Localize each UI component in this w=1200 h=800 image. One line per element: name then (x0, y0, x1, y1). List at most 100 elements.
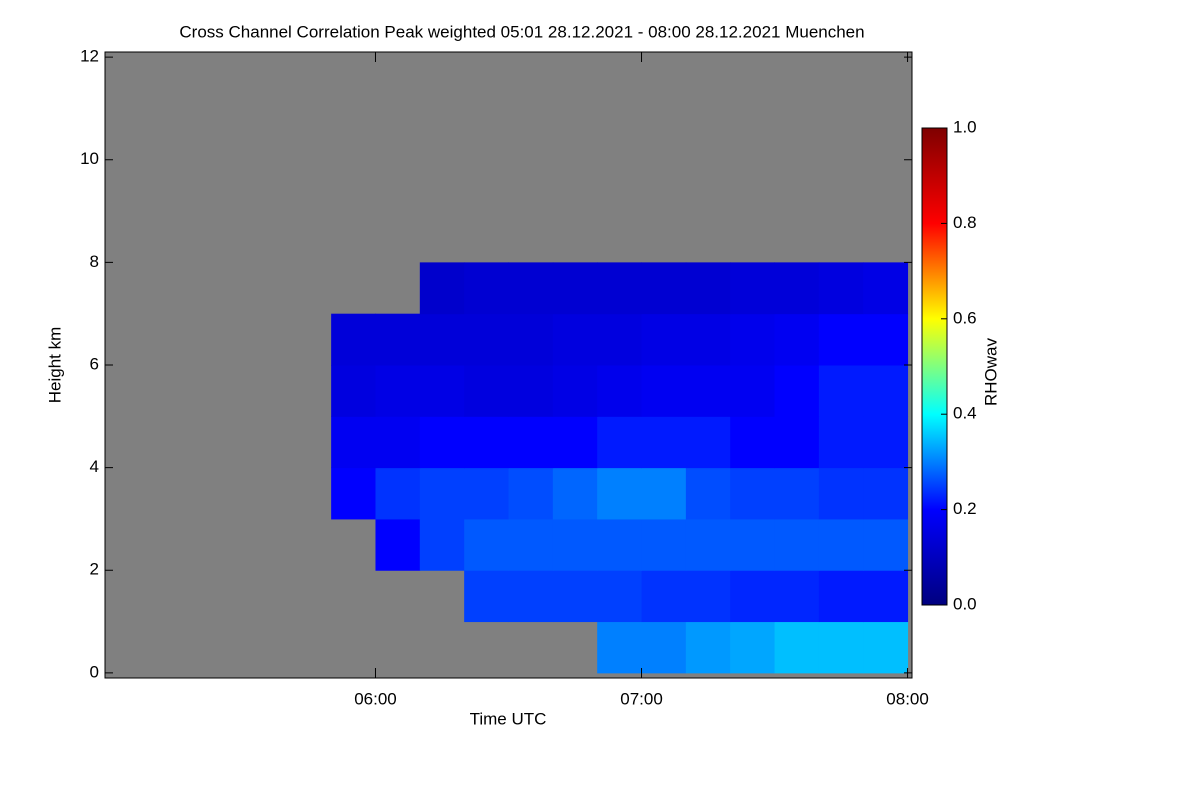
heatmap-cell (641, 518, 687, 571)
heatmap-cell (597, 570, 643, 623)
heatmap-cell (730, 621, 776, 674)
heatmap-cell (774, 416, 820, 469)
heatmap-cell (641, 262, 687, 315)
heatmap-cell (552, 570, 598, 623)
heatmap-cell (774, 621, 820, 674)
heatmap-cell (464, 262, 509, 315)
colorbar-tick-label: 0.0 (953, 594, 977, 613)
heatmap-cell (730, 518, 776, 571)
heatmap-cell (464, 570, 509, 623)
heatmap-cell (863, 467, 909, 520)
heatmap-cell (685, 365, 731, 417)
heatmap-cell (774, 570, 820, 623)
heatmap-cell (375, 313, 421, 366)
heatmap-cell (508, 467, 554, 520)
y-tick-label: 6 (90, 354, 99, 373)
colorbar-tick-label: 0.4 (953, 404, 977, 423)
heatmap-cell (508, 313, 554, 366)
heatmap-cell (419, 416, 465, 469)
heatmap-cell (818, 570, 864, 623)
heatmap-cell (641, 570, 687, 623)
y-tick-label: 4 (90, 457, 99, 476)
heatmap-cell (597, 518, 643, 571)
heatmap-cell (508, 262, 554, 315)
heatmap-cell (597, 365, 643, 417)
y-tick-label: 8 (90, 252, 99, 271)
y-tick-label: 12 (80, 47, 99, 66)
heatmap-cell (597, 467, 643, 520)
heatmap-cell (641, 365, 687, 417)
heatmap-cell (597, 416, 643, 469)
x-tick-label: 08:00 (886, 689, 929, 708)
heatmap-cell (375, 518, 421, 571)
heatmap-cell (597, 621, 643, 674)
y-tick-label: 10 (80, 149, 99, 168)
heatmap-cell (685, 313, 731, 366)
heatmap-cell (375, 365, 421, 417)
heatmap-cell (818, 262, 864, 315)
heatmap-cell (464, 518, 509, 571)
heatmap-cell (774, 313, 820, 366)
heatmap-cell (464, 416, 509, 469)
heatmap-cell (730, 262, 776, 315)
heatmap-cell (863, 570, 909, 623)
heatmap-cell (375, 416, 421, 469)
heatmap-cell (730, 313, 776, 366)
heatmap-cell (685, 467, 731, 520)
heatmap-cell (863, 365, 909, 417)
heatmap-cell (730, 570, 776, 623)
heatmap-cell (419, 262, 465, 315)
heatmap-cell (597, 313, 643, 366)
heatmap-cell (818, 467, 864, 520)
heatmap-cell (818, 416, 864, 469)
heatmap-cell (685, 262, 731, 315)
heatmap-cell (331, 365, 376, 417)
heatmap-cell (730, 416, 776, 469)
heatmap-cell (774, 518, 820, 571)
heatmap-cell (552, 365, 598, 417)
x-axis-label: Time UTC (470, 709, 547, 728)
heatmap-cell (597, 262, 643, 315)
colorbar-tick-label: 0.2 (953, 499, 977, 518)
colorbar-tick-label: 0.8 (953, 213, 977, 232)
heatmap-cell (419, 467, 465, 520)
y-tick-label: 2 (90, 560, 99, 579)
heatmap-cell (331, 313, 376, 366)
heatmap-cell (641, 621, 687, 674)
heatmap-cell (464, 365, 509, 417)
heatmap-cell (508, 570, 554, 623)
heatmap-cell (508, 416, 554, 469)
heatmap-cell (641, 416, 687, 469)
heatmap-cell (331, 467, 376, 520)
heatmap-cell (464, 467, 509, 520)
heatmap-cell (818, 621, 864, 674)
heatmap-cell (863, 262, 909, 315)
heatmap-cell (730, 467, 776, 520)
heatmap-cell (508, 365, 554, 417)
heatmap-cell (552, 467, 598, 520)
heatmap-cell (685, 518, 731, 571)
heatmap-cell (508, 518, 554, 571)
heatmap-cell (641, 313, 687, 366)
heatmap-cell (419, 518, 465, 571)
heatmap-cell (818, 313, 864, 366)
heatmap-cell (774, 467, 820, 520)
x-tick-label: 06:00 (354, 689, 397, 708)
heatmap-cell (331, 416, 376, 469)
colorbar-tick-label: 0.6 (953, 308, 977, 327)
heatmap-cell (552, 262, 598, 315)
y-tick-label: 0 (90, 662, 99, 681)
heatmap-cell (863, 621, 909, 674)
heatmap-cell (641, 467, 687, 520)
heatmap-cell (730, 365, 776, 417)
colorbar-label: RHOwav (981, 337, 1000, 406)
heatmap-cell (685, 416, 731, 469)
heatmap-cell (863, 416, 909, 469)
chart-title: Cross Channel Correlation Peak weighted … (179, 22, 864, 41)
heatmap-cell (818, 365, 864, 417)
heatmap-cell (419, 365, 465, 417)
heatmap-cell (375, 467, 421, 520)
heatmap-cell (419, 313, 465, 366)
heatmap-cell (552, 313, 598, 366)
